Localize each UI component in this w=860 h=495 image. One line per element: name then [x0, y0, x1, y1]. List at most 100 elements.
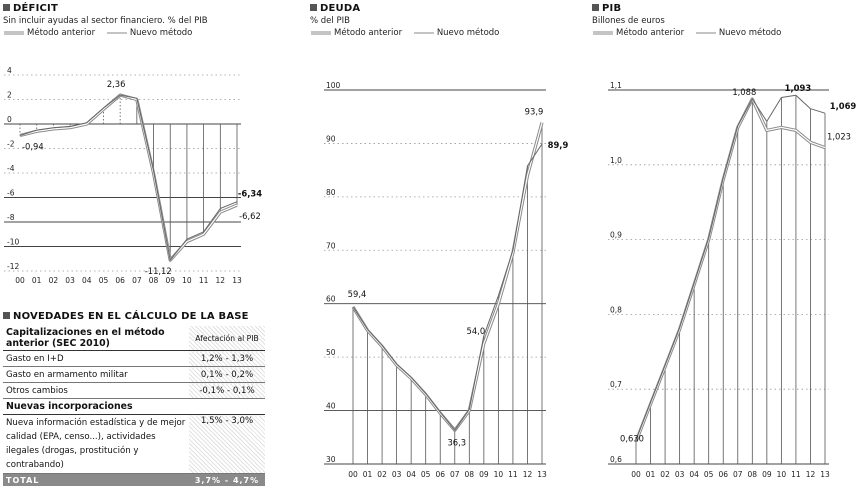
- x-tick-label: 13: [537, 470, 547, 479]
- legend-new-label: Nuevo método: [436, 28, 500, 38]
- x-tick-label: 05: [99, 276, 109, 285]
- row-label: Nueva información estadística y de mejor…: [3, 414, 189, 474]
- row-value: 0,1% - 0,2%: [189, 366, 265, 383]
- header-right: Afectación al PIB: [189, 326, 265, 351]
- x-tick-label: 10: [182, 276, 192, 285]
- legend-old-label: Método anterior: [27, 28, 96, 38]
- deficit-subtitle: Sin incluir ayudas al sector financiero.…: [3, 16, 208, 26]
- x-tick-label: 09: [165, 276, 175, 285]
- pib-legend: Método anterior Nuevo método: [592, 28, 781, 38]
- deuda-title: DEUDA: [310, 3, 360, 14]
- data-label: 36,3: [447, 437, 466, 447]
- section-square-icon: [3, 312, 10, 319]
- x-tick-label: 01: [363, 470, 373, 479]
- x-tick-label: 12: [806, 470, 816, 479]
- y-tick-label: 80: [326, 188, 336, 197]
- table-row: Gasto en I+D 1,2% - 1,3%: [3, 350, 265, 367]
- x-tick-label: 00: [15, 276, 25, 285]
- y-tick-label: 60: [326, 295, 336, 304]
- x-tick-label: 13: [820, 470, 830, 479]
- row-label: Gasto en armamento militar: [3, 366, 189, 383]
- series-old-line-inner: [352, 122, 543, 431]
- x-tick-label: 02: [377, 470, 387, 479]
- x-tick-label: 11: [508, 470, 518, 479]
- x-tick-label: 00: [348, 470, 358, 479]
- pib-title: PIB: [592, 3, 621, 14]
- data-label: -11,12: [145, 266, 172, 276]
- deuda-title-text: DEUDA: [320, 3, 361, 14]
- x-tick-label: 01: [646, 470, 656, 479]
- x-tick-label: 05: [421, 470, 431, 479]
- x-tick-label: 00: [631, 470, 641, 479]
- deuda-chart: 100 90 80 70 60 50 40 30 00 01 02 03 04 05 06 07 08 09 10 1…: [324, 81, 569, 479]
- x-tick-label: 02: [49, 276, 59, 285]
- x-tick-label: 01: [32, 276, 42, 285]
- y-tick-label: -12: [7, 262, 19, 271]
- x-tick-label: 04: [82, 276, 92, 285]
- x-tick-label: 08: [465, 470, 475, 479]
- series-old-line: [351, 122, 544, 432]
- y-tick-label: -4: [7, 164, 15, 173]
- x-tick-label: 04: [689, 470, 699, 479]
- y-tick-label: 0,7: [610, 380, 622, 389]
- y-tick-label: 1,0: [610, 156, 622, 165]
- y-tick-label: 100: [326, 81, 341, 90]
- x-tick-label: 12: [523, 470, 533, 479]
- legend-old-label: Método anterior: [616, 28, 685, 38]
- x-tick-label: 13: [232, 276, 242, 285]
- y-tick-label: 90: [326, 134, 336, 143]
- x-tick-label: 09: [479, 470, 489, 479]
- x-tick-label: 09: [762, 470, 772, 479]
- section-square-icon: [592, 4, 599, 11]
- row-label: Otros cambios: [3, 382, 189, 399]
- x-tick-label: 03: [392, 470, 402, 479]
- section-label: Nuevas incorporaciones: [3, 398, 265, 415]
- novedades-table: Capitalizaciones en el método anterior (…: [3, 326, 265, 486]
- y-tick-label: 2: [7, 91, 12, 100]
- x-tick-label: 12: [216, 276, 226, 285]
- series-new-line: [635, 94, 826, 441]
- x-tick-label: 02: [660, 470, 670, 479]
- table-header-row: Capitalizaciones en el método anterior (…: [3, 326, 265, 351]
- y-tick-label: 70: [326, 241, 336, 250]
- x-tick-label: 07: [733, 470, 743, 479]
- legend-new-swatch-icon: [695, 32, 716, 33]
- data-label: 59,4: [348, 289, 367, 299]
- section-square-icon: [310, 4, 317, 11]
- table-total-row: TOTAL 3,7% - 4,7%: [3, 473, 265, 486]
- total-label: TOTAL: [3, 473, 189, 486]
- x-tick-label: 11: [791, 470, 801, 479]
- deficit-legend: Método anterior Nuevo método: [3, 28, 192, 38]
- x-tick-label: 05: [704, 470, 714, 479]
- x-tick-label: 03: [675, 470, 685, 479]
- deficit-chart: 4 2 0 -2 -4 -6 -8 -10 -12 00 01 02 03 04 05 06 07 08 09 10 1…: [4, 66, 262, 285]
- y-tick-label: 30: [326, 455, 336, 464]
- data-label: 93,9: [525, 107, 544, 117]
- legend-old-swatch-icon: [4, 31, 24, 34]
- data-label: 89,9: [548, 140, 569, 150]
- x-tick-label: 08: [149, 276, 159, 285]
- pib-chart: 1,1 1,0 0,9 0,8 0,7 0,6 00 01 02 03 04 05 06 07 08 09 10…: [608, 81, 857, 479]
- table-row: Otros cambios -0,1% - 0,1%: [3, 382, 265, 399]
- legend-new-label: Nuevo método: [129, 28, 193, 38]
- y-tick-label: 50: [326, 348, 336, 357]
- row-value: 1,2% - 1,3%: [189, 350, 265, 367]
- y-tick-label: -8: [7, 213, 15, 222]
- data-label: 1,093: [785, 83, 812, 93]
- data-label: 1,069: [830, 101, 857, 111]
- x-tick-label: 10: [777, 470, 787, 479]
- pib-title-text: PIB: [602, 3, 622, 14]
- series-new-line: [19, 94, 238, 261]
- deuda-legend: Método anterior Nuevo método: [310, 28, 499, 38]
- series-old-line-inner: [19, 94, 238, 261]
- legend-old-swatch-icon: [311, 31, 331, 34]
- y-tick-label: 0,9: [610, 231, 622, 240]
- table-section-row: Nuevas incorporaciones: [3, 398, 265, 415]
- novedades-title: NOVEDADES EN EL CÁLCULO DE LA BASE: [3, 311, 249, 322]
- x-tick-label: 11: [199, 276, 209, 285]
- data-label: -6,34: [238, 189, 262, 199]
- x-tick-label: 10: [494, 470, 504, 479]
- legend-new-label: Nuevo método: [718, 28, 782, 38]
- y-tick-label: 0: [7, 115, 12, 124]
- y-tick-label: -6: [7, 189, 15, 198]
